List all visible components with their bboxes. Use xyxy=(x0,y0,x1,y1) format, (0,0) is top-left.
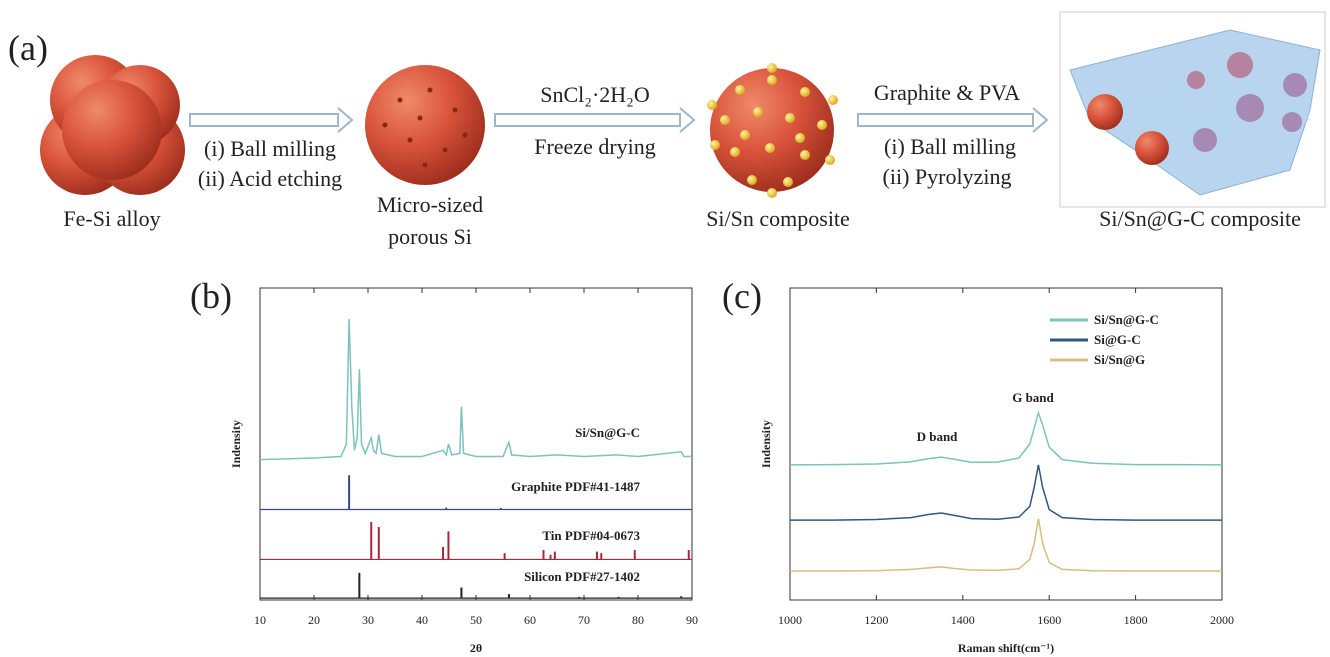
material-label: Si/Sn@G-C composite xyxy=(1099,206,1301,231)
x-tick-label: 1400 xyxy=(951,613,975,627)
x-tick-label: 30 xyxy=(362,613,374,627)
raman-curve xyxy=(790,519,1222,571)
porous-si-image xyxy=(365,65,485,185)
series-label: Si/Sn@G-C xyxy=(575,425,640,440)
raman-curve xyxy=(790,465,1222,520)
panel-label: (b) xyxy=(190,276,232,316)
step-label: (i) Ball milling xyxy=(204,136,336,161)
step-label: (i) Ball milling xyxy=(884,134,1016,159)
step-label: SnCl₂·2H₂O xyxy=(540,82,649,107)
y-axis-label: Indensity xyxy=(759,420,773,468)
x-tick-label: 10 xyxy=(254,613,266,627)
annotation: G band xyxy=(1012,390,1054,405)
series-label: Graphite PDF#41-1487 xyxy=(511,479,640,494)
fe-si-alloy-image xyxy=(40,55,185,195)
composite-image xyxy=(1060,12,1325,207)
x-tick-label: 70 xyxy=(578,613,590,627)
x-tick-label: 2000 xyxy=(1210,613,1234,627)
material-label: Micro-sized xyxy=(377,192,483,217)
x-tick-label: 60 xyxy=(524,613,536,627)
legend-label: Si/Sn@G-C xyxy=(1094,312,1159,327)
legend-label: Si@G-C xyxy=(1094,332,1141,347)
raman-curve xyxy=(790,413,1222,465)
x-tick-label: 1800 xyxy=(1124,613,1148,627)
material-label: Si/Sn composite xyxy=(706,206,850,231)
charts: (b) 10 20 30 40 50 60 70 80 90 2θ Indensity Si/Sn@G-… xyxy=(190,276,1234,655)
y-axis-label: Indensity xyxy=(229,420,243,468)
series-label: Silicon PDF#27-1402 xyxy=(524,569,640,584)
arrow xyxy=(190,108,352,132)
figure: (a) (i) Ball milling (ii) Acid etching S… xyxy=(0,0,1330,657)
material-label: Fe-Si alloy xyxy=(63,206,160,231)
step-label: Freeze drying xyxy=(534,134,656,159)
series-label: Tin PDF#04-0673 xyxy=(542,528,640,543)
si-sn-image xyxy=(707,63,838,198)
annotation: D band xyxy=(917,429,959,444)
plot-frame xyxy=(790,288,1222,600)
step-label: Graphite & PVA xyxy=(874,80,1020,105)
x-tick-label: 1000 xyxy=(778,613,802,627)
x-tick-label: 90 xyxy=(686,613,698,627)
arrow xyxy=(858,108,1047,132)
x-tick-label: 40 xyxy=(416,613,428,627)
arrow xyxy=(495,108,694,132)
x-tick-label: 1600 xyxy=(1037,613,1061,627)
x-tick-label: 50 xyxy=(470,613,482,627)
panel-label: (a) xyxy=(8,28,48,68)
x-tick-label: 80 xyxy=(632,613,644,627)
panel-label: (c) xyxy=(722,276,762,316)
step-label: (ii) Acid etching xyxy=(198,166,342,191)
x-tick-label: 1200 xyxy=(864,613,888,627)
x-axis-label: 2θ xyxy=(470,641,482,655)
material-label: porous Si xyxy=(388,224,472,249)
legend-label: Si/Sn@G xyxy=(1094,352,1145,367)
step-label: (ii) Pyrolyzing xyxy=(883,164,1012,189)
plot-frame xyxy=(260,288,692,600)
x-axis-label: Raman shift(cm⁻¹) xyxy=(958,641,1054,655)
x-tick-label: 20 xyxy=(308,613,320,627)
